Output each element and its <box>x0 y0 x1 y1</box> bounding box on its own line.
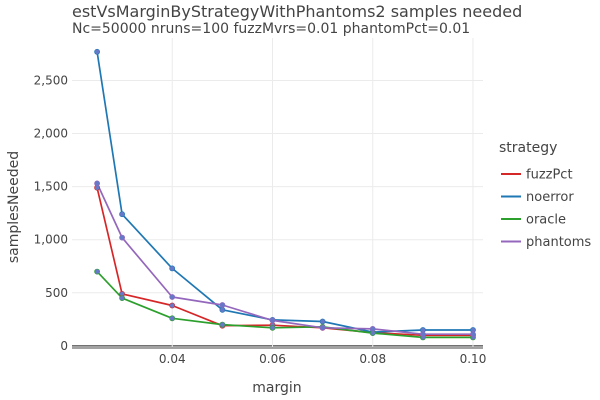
data-point-phantoms <box>369 325 376 332</box>
chart-title: estVsMarginByStrategyWithPhantoms2 sampl… <box>72 2 523 21</box>
data-point-phantoms <box>169 294 176 300</box>
data-point-noerror <box>119 211 125 218</box>
y-tick-label: 0 <box>60 339 68 353</box>
data-point-phantoms <box>269 317 276 324</box>
tick-labels: 0 500 1,000 1,500 2,000 2,500 0.04 0.06 0.08 0.10 <box>34 73 487 366</box>
y-tick-label: 2,500 <box>34 73 68 87</box>
data-point-noerror <box>169 265 176 272</box>
y-tick-label: 2,000 <box>34 127 68 141</box>
series-line-oracle <box>96 271 473 339</box>
series-line-noerror <box>96 51 473 333</box>
legend-label-oracle: oracle <box>526 213 566 228</box>
data-point-fuzzPct <box>169 302 176 309</box>
data-point-noerror <box>94 48 100 55</box>
x-axis-label: margin <box>252 380 301 396</box>
legend-label-fuzzPct: fuzzPct <box>526 168 573 183</box>
data-point-noerror <box>219 306 226 313</box>
data-point-oracle <box>269 324 276 331</box>
data-point-oracle <box>119 295 125 301</box>
legend-label-noerror: noerror <box>526 190 574 205</box>
legend-label-phantoms: phantoms <box>526 235 591 250</box>
y-tick-label: 1,000 <box>34 233 68 247</box>
y-tick-label: 500 <box>45 286 68 300</box>
data-point-phantoms <box>219 302 226 308</box>
gridlines <box>72 38 483 348</box>
y-tick-label: 1,500 <box>34 180 68 194</box>
data-point-oracle <box>219 321 226 328</box>
axes: margin samplesNeeded <box>6 151 483 396</box>
y-axis-label: samplesNeeded <box>6 151 22 263</box>
legend-title: strategy <box>499 140 557 156</box>
series-lines <box>94 48 476 341</box>
data-point-noerror <box>319 318 326 325</box>
data-point-oracle <box>94 268 100 275</box>
series-line-fuzzPct <box>96 187 473 337</box>
legend: strategy fuzzPct noerror oracle phantoms <box>499 140 591 250</box>
x-tick-label: 0.06 <box>259 352 286 366</box>
data-point-phantoms <box>119 234 125 241</box>
data-point-oracle <box>169 315 176 322</box>
data-point-phantoms <box>319 324 326 331</box>
x-tick-label: 0.10 <box>460 352 487 366</box>
x-tick-label: 0.08 <box>359 352 386 366</box>
chart-subtitle: Nc=50000 nruns=100 fuzzMvrs=0.01 phantom… <box>72 21 471 37</box>
data-point-phantoms <box>419 331 426 338</box>
data-point-phantoms <box>94 180 100 187</box>
data-point-phantoms <box>470 331 476 338</box>
x-tick-label: 0.04 <box>159 352 186 366</box>
